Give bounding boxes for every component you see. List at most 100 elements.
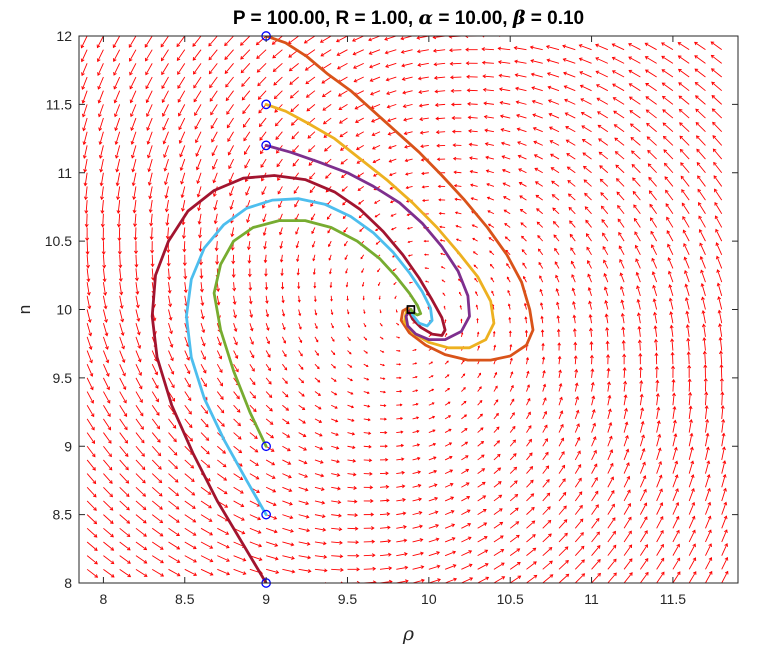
vector-arrow — [501, 128, 511, 133]
vector-arrow — [249, 363, 255, 372]
vector-arrow-head — [216, 301, 221, 306]
vector-arrow — [617, 205, 625, 215]
vector-arrow-head — [266, 340, 270, 345]
vector-arrow — [553, 221, 560, 228]
vector-arrow-head — [382, 364, 385, 367]
vector-arrow-head — [226, 585, 229, 588]
vector-arrow — [86, 295, 91, 309]
vector-arrow — [618, 232, 625, 242]
vector-arrow — [461, 469, 469, 474]
vector-arrow — [265, 500, 277, 506]
vector-arrow — [639, 435, 645, 447]
vector-arrow — [217, 527, 229, 535]
vector-arrow-head — [135, 304, 140, 309]
vector-arrow — [233, 350, 238, 359]
vector-arrow-head — [81, 86, 86, 90]
vector-arrow — [589, 314, 592, 324]
vector-arrow-head — [548, 126, 553, 131]
vector-arrow — [574, 478, 582, 488]
vector-arrow-head — [264, 273, 268, 277]
vector-arrow-head — [266, 327, 270, 331]
vector-arrow — [705, 405, 708, 419]
vector-arrow-head — [627, 502, 632, 507]
vector-arrow-head — [465, 47, 469, 52]
vector-arrow — [547, 59, 560, 64]
vector-arrow-head — [481, 481, 486, 486]
vector-arrow-head — [258, 109, 262, 114]
vector-arrow-head — [499, 521, 504, 526]
vector-arrow — [266, 568, 279, 574]
vector-arrow — [558, 410, 563, 420]
vector-arrow — [649, 190, 657, 201]
vector-arrow-head — [109, 493, 114, 498]
vector-arrow-head — [434, 496, 439, 501]
vector-arrow-head — [298, 313, 302, 317]
vector-arrow-head — [124, 426, 128, 431]
vector-arrow-head — [318, 419, 323, 423]
vector-arrow-head — [210, 586, 213, 589]
vector-arrow-head — [506, 263, 509, 266]
vector-arrow-head — [368, 458, 373, 463]
vector-arrow — [488, 223, 495, 228]
vector-arrow — [502, 155, 511, 160]
vector-arrow-head — [232, 301, 237, 306]
vector-arrow — [359, 213, 365, 218]
vector-arrow — [531, 73, 543, 78]
vector-arrow-head — [340, 147, 344, 151]
vector-arrow — [623, 517, 632, 529]
vector-arrow — [314, 473, 324, 477]
vector-arrow — [200, 500, 212, 509]
vector-arrow-head — [581, 573, 586, 577]
vector-arrow — [656, 530, 664, 543]
vector-arrow — [296, 254, 300, 262]
vector-arrow — [421, 172, 429, 175]
vector-arrow — [102, 254, 105, 268]
vector-arrow-head — [168, 316, 173, 321]
vector-arrow — [325, 172, 332, 179]
vector-arrow — [672, 447, 677, 461]
vector-arrow-head — [353, 78, 358, 83]
vector-arrow — [216, 377, 223, 387]
vector-arrow — [98, 90, 104, 103]
vector-arrow-head — [113, 72, 117, 76]
vector-arrow — [113, 63, 121, 76]
vector-arrow — [615, 151, 625, 160]
vector-arrow-head — [499, 100, 504, 105]
vector-arrow-head — [176, 532, 180, 537]
vector-arrow — [135, 323, 140, 335]
vector-arrow-head — [539, 275, 543, 279]
vector-arrow — [493, 522, 503, 529]
vector-arrow-head — [565, 559, 569, 564]
vector-arrow-head — [340, 567, 344, 572]
vector-arrow — [687, 338, 690, 351]
vector-arrow — [688, 516, 695, 529]
vector-arrow-head — [125, 466, 129, 471]
vector-arrow-head — [282, 313, 286, 317]
vector-arrow — [654, 312, 658, 324]
vector-arrow-head — [576, 423, 580, 427]
vector-arrow — [516, 101, 527, 105]
vector-arrow — [542, 506, 551, 515]
vector-arrow — [200, 432, 209, 441]
vector-arrow-head — [518, 181, 523, 186]
vector-arrow-head — [447, 388, 451, 391]
vector-arrow — [419, 103, 429, 107]
vector-arrow-head — [698, 228, 703, 233]
vector-arrow-head — [578, 57, 583, 62]
vector-arrow-head — [89, 359, 93, 364]
vector-arrow — [368, 36, 381, 41]
vector-arrow-head — [680, 162, 684, 166]
vector-arrow-head — [418, 90, 423, 94]
x-tick-label: 8.5 — [175, 591, 195, 607]
vector-arrow — [688, 474, 694, 488]
vector-arrow-head — [591, 408, 596, 413]
vector-arrow-head — [537, 235, 541, 239]
vector-arrow — [119, 282, 123, 295]
vector-arrow — [526, 479, 534, 488]
vector-arrow-head — [388, 566, 393, 571]
vector-arrow-head — [263, 259, 268, 264]
chart-title-part: α — [418, 7, 433, 29]
vector-arrow-head — [230, 233, 235, 238]
vector-arrow — [683, 243, 690, 255]
y-tick-label: 8.5 — [53, 507, 73, 523]
